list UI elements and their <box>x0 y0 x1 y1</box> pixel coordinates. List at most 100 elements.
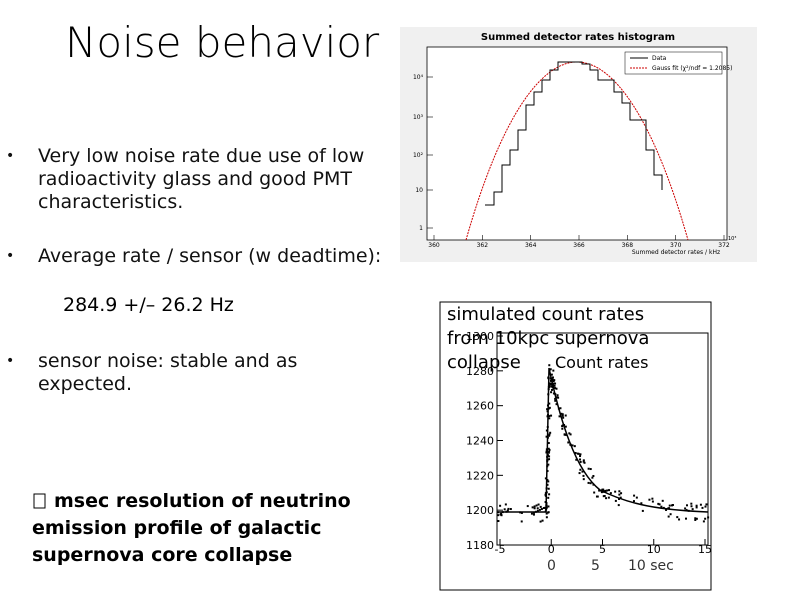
sample-dot <box>574 452 577 455</box>
sample-dot <box>591 476 594 479</box>
sample-dot <box>704 517 707 520</box>
conclusion: msec resolution of neutrino emission pro… <box>32 490 351 566</box>
sample-dot <box>548 448 551 451</box>
sample-dot <box>557 396 560 399</box>
sample-dot <box>547 442 550 445</box>
sample-dot <box>546 470 549 473</box>
sample-dot <box>690 502 693 505</box>
sample-dot <box>509 508 512 511</box>
sample-dot <box>549 379 552 382</box>
sample-dot <box>561 425 564 428</box>
sample-dot <box>579 453 582 456</box>
sample-dot <box>565 433 568 436</box>
sample-dot <box>546 410 549 413</box>
sample-dot <box>545 487 548 490</box>
bullet: sensor noise: stable and as expected. <box>6 350 388 396</box>
sample-dot <box>544 494 547 497</box>
y-tick-label: 1300 <box>466 330 494 343</box>
sample-dot <box>541 519 544 522</box>
sample-dot <box>545 504 548 507</box>
sample-dot <box>605 497 608 500</box>
sample-dot <box>581 470 584 473</box>
time-label: 5 <box>591 558 600 574</box>
sample-dot <box>547 505 550 508</box>
sample-dot <box>603 494 606 497</box>
sample-dot <box>546 459 549 462</box>
y-tick-label: 1260 <box>466 400 494 413</box>
sample-dot <box>545 507 548 510</box>
sample-dot <box>544 477 547 480</box>
sample-dot <box>579 458 582 461</box>
sample-dot <box>600 491 603 494</box>
sample-dot <box>617 504 620 507</box>
plot-caption: simulated count rates from 10kpc superno… <box>447 304 650 373</box>
sample-dot <box>506 509 509 512</box>
x-exponent: 10³ <box>728 236 736 242</box>
sample-dot <box>579 468 582 471</box>
sample-dot <box>550 391 553 394</box>
sample-dot <box>635 496 638 499</box>
sample-dot <box>707 516 710 519</box>
histogram-title: Summed detector rates histogram <box>481 32 675 43</box>
sample-dot <box>507 507 510 510</box>
sample-dot <box>548 369 551 372</box>
sample-dot <box>582 459 585 462</box>
sample-dot <box>547 407 550 410</box>
sample-dot <box>546 460 549 463</box>
sample-dot <box>648 498 651 501</box>
sample-dot <box>499 504 502 507</box>
sample-dot <box>701 506 704 509</box>
sample-dot <box>695 504 698 507</box>
sample-dot <box>547 480 550 483</box>
sample-dot <box>694 518 697 521</box>
x-tick-label: 15 <box>698 543 712 556</box>
sample-dot <box>554 393 557 396</box>
slide-title: Noise behavior <box>65 18 380 67</box>
sample-dot <box>561 427 564 430</box>
sample-dot <box>548 382 551 385</box>
sample-dot <box>557 407 560 410</box>
sample-dot <box>583 461 586 464</box>
sample-dot <box>559 407 562 410</box>
sample-dot <box>596 495 599 498</box>
sample-dot <box>704 505 707 508</box>
sample-dot <box>569 433 572 436</box>
sample-dot <box>582 460 585 463</box>
sample-dot <box>548 455 551 458</box>
sample-dot <box>549 382 552 385</box>
sample-dot <box>546 415 549 418</box>
sample-dot <box>545 451 548 454</box>
sample-dot <box>619 496 622 499</box>
sample-dot <box>504 503 507 506</box>
sample-dot <box>545 448 548 451</box>
sample-dot <box>533 505 536 508</box>
sample-dot <box>658 503 661 506</box>
sample-dot <box>532 513 535 516</box>
sample-dot <box>552 384 555 387</box>
sample-dot <box>547 393 550 396</box>
x-axis-label: Summed detector rates / kHz <box>632 249 720 256</box>
sample-dot <box>660 505 663 508</box>
y-tick-label: 10² <box>413 152 424 159</box>
sample-dot <box>592 483 595 486</box>
sample-dot <box>546 408 549 411</box>
sample-dot <box>549 377 552 380</box>
time-label: 10 sec <box>628 558 674 574</box>
y-tick-label: 1280 <box>466 365 494 378</box>
sample-dot <box>685 504 688 507</box>
sample-dot <box>556 394 559 397</box>
sample-dot <box>582 478 585 481</box>
x-tick-label: 370 <box>670 242 682 249</box>
sample-dot <box>607 496 610 499</box>
sample-dot <box>669 513 672 516</box>
sample-dot <box>546 478 549 481</box>
sample-dot <box>548 433 551 436</box>
sample-dot <box>547 385 550 388</box>
sample-dot <box>546 465 549 468</box>
sample-dot <box>545 512 548 515</box>
x-tick-label: 360 <box>428 242 440 249</box>
sample-dot <box>614 490 617 493</box>
sample-dot <box>503 508 506 511</box>
sample-dot <box>702 520 705 523</box>
